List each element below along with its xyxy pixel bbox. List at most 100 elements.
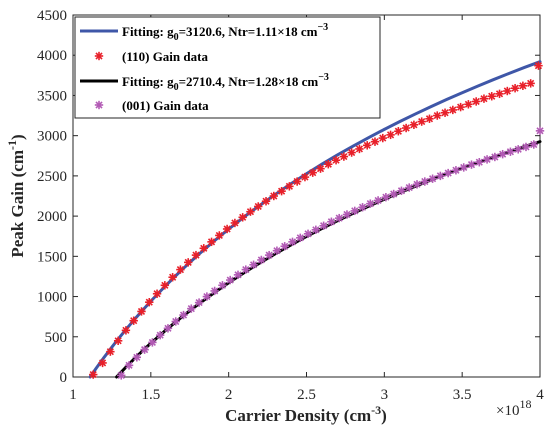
y-tick-label-1: 500 <box>45 330 68 346</box>
data-point-1-33 <box>347 148 356 157</box>
data-point-1-30 <box>324 160 333 169</box>
data-point-1-47 <box>456 102 465 112</box>
data-point-1-38 <box>386 130 395 140</box>
y-tick-label-8: 4000 <box>37 48 67 64</box>
data-point-3-13 <box>218 281 227 290</box>
data-point-3-7 <box>171 317 180 326</box>
data-point-1-35 <box>363 141 372 150</box>
y-axis-title-main: Peak Gain (cm <box>8 150 27 258</box>
legend-label-0: Fitting: g0=3120.6, Ntr=1.11×18 cm−3 <box>122 22 328 43</box>
x-tick-label-6: 4 <box>536 387 544 403</box>
legend-box <box>74 16 381 119</box>
y-axis-title-sup: -1 <box>5 140 19 150</box>
data-point-1-32 <box>339 152 349 161</box>
data-point-3-30 <box>350 206 359 216</box>
data-point-3-54 <box>535 126 545 136</box>
data-point-1-43 <box>425 114 434 123</box>
legend-label-1: (110) Gain data <box>122 49 208 64</box>
data-point-1-20 <box>246 207 255 216</box>
x-axis-exponent-power: 18 <box>519 397 531 411</box>
data-point-3-45 <box>467 160 476 169</box>
x-tick-label-1: 1.5 <box>141 387 160 403</box>
data-point-3-23 <box>296 233 305 243</box>
data-point-1-17 <box>222 224 232 234</box>
data-point-3-16 <box>241 265 250 274</box>
data-point-1-11 <box>176 265 185 274</box>
legend-items: Fitting: g0=3120.6, Ntr=1.11×18 cm−3 (110… <box>80 22 329 113</box>
x-tick-label-5: 3.5 <box>453 387 472 403</box>
x-tick-label-2: 2 <box>225 387 233 403</box>
data-point-3-18 <box>257 255 266 265</box>
data-point-1-15 <box>207 237 216 247</box>
y-tick-label-5: 2500 <box>37 169 67 185</box>
x-axis-title-end: ) <box>381 406 387 425</box>
data-point-3-20 <box>272 246 282 255</box>
x-tick-label-4: 3 <box>381 387 389 403</box>
x-tick-label-0: 1 <box>69 387 77 403</box>
data-point-1-21 <box>254 202 263 211</box>
legend-marker-1 <box>94 51 104 61</box>
legend-marker-3 <box>94 100 104 110</box>
data-point-1-4 <box>121 326 131 335</box>
y-tick-label-6: 3000 <box>37 129 67 145</box>
data-point-1-18 <box>230 218 240 228</box>
data-point-1-44 <box>433 111 442 120</box>
data-point-3-19 <box>264 250 274 260</box>
data-point-1-2 <box>106 347 115 356</box>
data-point-3-49 <box>498 149 507 159</box>
data-point-3-24 <box>303 229 313 239</box>
ticks-layer: 1 1.5 2 2.5 3 3.5 4 0 500 1000 1500 2000 2500 3000 350… <box>37 8 544 403</box>
data-point-1-40 <box>401 123 411 133</box>
data-point-1-8 <box>152 289 162 298</box>
data-point-1-26 <box>292 177 302 186</box>
data-point-1-25 <box>285 182 294 191</box>
x-tick-label-3: 2.5 <box>297 387 316 403</box>
data-point-3-40 <box>428 174 437 183</box>
data-point-3-3 <box>140 345 149 354</box>
data-point-1-12 <box>183 258 193 267</box>
data-point-1-28 <box>308 168 317 177</box>
data-point-1-13 <box>191 250 201 260</box>
data-point-1-9 <box>160 281 170 290</box>
data-point-3-22 <box>288 237 297 247</box>
data-point-3-42 <box>443 168 453 178</box>
data-point-1-6 <box>137 307 146 316</box>
data-point-3-32 <box>366 199 375 208</box>
data-point-3-2 <box>132 353 142 362</box>
y-axis-title-end: ) <box>8 134 27 140</box>
data-point-3-51 <box>514 145 523 154</box>
data-point-3-37 <box>405 183 414 192</box>
data-point-1-53 <box>503 86 512 96</box>
data-point-1-31 <box>331 156 341 165</box>
data-point-3-12 <box>210 286 219 296</box>
data-point-3-41 <box>436 171 445 181</box>
data-point-3-5 <box>155 330 165 340</box>
y-tick-label-3: 1500 <box>37 249 67 265</box>
data-point-1-55 <box>518 81 528 90</box>
data-point-1-34 <box>355 144 364 154</box>
data-point-1-3 <box>113 336 123 345</box>
data-point-1-0 <box>89 370 98 379</box>
data-point-3-52 <box>521 142 531 152</box>
data-point-1-51 <box>487 92 496 101</box>
data-point-1-29 <box>316 164 325 173</box>
y-tick-label-4: 2000 <box>37 209 67 225</box>
data-point-1-49 <box>471 97 481 106</box>
data-point-3-25 <box>311 225 321 234</box>
x-axis-title: Carrier Density (cm-3) <box>225 403 387 425</box>
data-point-3-38 <box>412 180 422 189</box>
data-point-3-9 <box>187 304 196 313</box>
legend-label-2: Fitting: g0=2710.4, Ntr=1.28×18 cm−3 <box>122 72 329 93</box>
data-point-3-50 <box>506 147 515 156</box>
data-point-1-50 <box>479 94 489 103</box>
data-point-3-14 <box>226 275 235 285</box>
data-point-1-10 <box>168 273 177 282</box>
data-point-3-29 <box>342 210 352 219</box>
data-point-3-4 <box>148 338 157 347</box>
data-point-1-22 <box>261 197 271 206</box>
data-point-1-14 <box>199 244 208 253</box>
data-point-3-27 <box>327 217 336 226</box>
y-tick-label-0: 0 <box>60 370 68 386</box>
data-point-1-37 <box>378 133 387 143</box>
data-point-1-16 <box>215 231 224 240</box>
